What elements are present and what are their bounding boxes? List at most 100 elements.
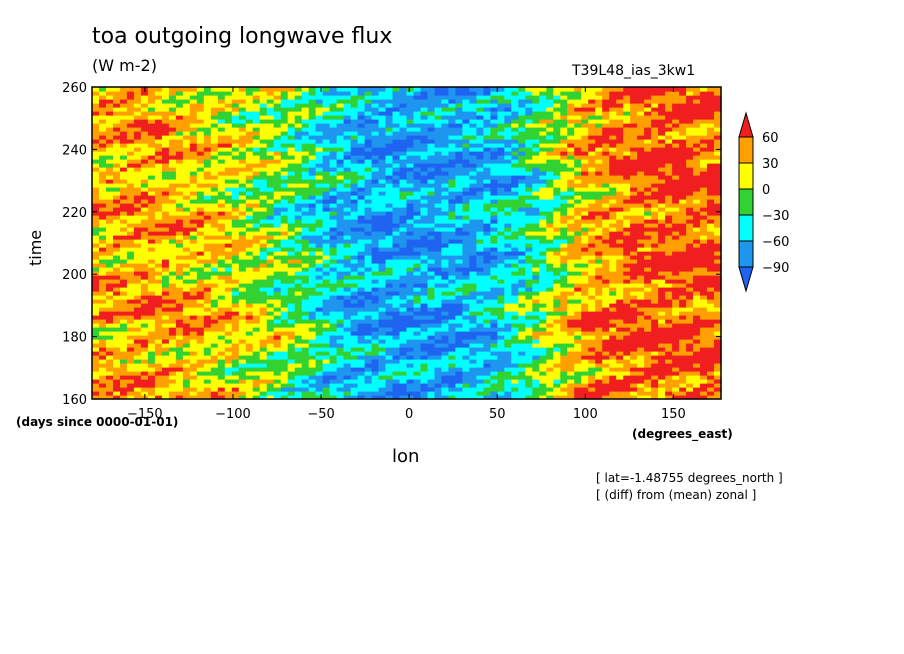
heatmap-cell [175,335,184,340]
heatmap-cell [532,331,540,336]
heatmap-cell [315,175,324,180]
heatmap-cell [189,283,198,288]
heatmap-cell [518,359,526,364]
heatmap-cell [224,227,233,232]
heatmap-cell [315,287,324,292]
heatmap-cell [399,203,408,208]
heatmap-cell [120,179,128,184]
heatmap-cell [588,219,596,224]
heatmap-cell [294,227,303,232]
heatmap-cell [287,303,296,308]
heatmap-cell [518,347,526,352]
heatmap-cell [154,379,163,384]
heatmap-cell [364,355,373,360]
heatmap-cell [693,347,701,352]
heatmap-cell [322,199,331,204]
heatmap-cell [350,355,359,360]
heatmap-cell [441,199,449,204]
heatmap-cell [175,295,184,300]
heatmap-cell [113,335,121,340]
heatmap-cell [420,187,429,192]
heatmap-cell [364,339,373,344]
heatmap-cell [196,247,205,252]
chart-title: toa outgoing longwave flux [92,24,393,49]
heatmap-cell [140,211,149,216]
heatmap-cell [343,275,352,280]
heatmap-cell [175,215,184,220]
heatmap-cell [406,387,415,392]
heatmap-cell [252,219,261,224]
heatmap-cell [420,351,429,356]
heatmap-cell [560,383,568,388]
heatmap-cell [168,287,177,292]
heatmap-cell [385,179,394,184]
heatmap-cell [644,363,652,368]
heatmap-cell [602,391,610,396]
heatmap-cell [217,247,226,252]
heatmap-cell [161,195,170,200]
heatmap-cell [609,359,617,364]
heatmap-cell [399,395,408,400]
heatmap-cell [259,235,268,240]
heatmap-cell [679,347,687,352]
heatmap-cell [644,227,652,232]
heatmap-cell [392,323,401,328]
heatmap-cell [700,383,708,388]
heatmap-cell [385,291,394,296]
heatmap-cell [343,295,352,300]
heatmap-cell [99,227,107,232]
heatmap-cell [441,355,449,360]
heatmap-cell [497,331,505,336]
heatmap-cell [616,199,624,204]
heatmap-cell [546,259,554,264]
heatmap-cell [532,339,540,344]
heatmap-cell [406,299,415,304]
heatmap-cell [287,211,296,216]
heatmap-cell [490,359,498,364]
heatmap-cell [336,307,345,312]
heatmap-cell [238,355,247,360]
heatmap-cell [161,319,170,324]
heatmap-cell [140,187,149,192]
heatmap-cell [602,199,610,204]
heatmap-cell [294,371,303,376]
heatmap-cell [238,363,247,368]
heatmap-cell [434,383,443,388]
heatmap-cell [616,203,624,208]
heatmap-cell [273,279,282,284]
heatmap-cell [441,223,449,228]
heatmap-cell [343,283,352,288]
heatmap-cell [427,255,436,260]
heatmap-cell [287,279,296,284]
heatmap-cell [441,287,449,292]
heatmap-cell [217,179,226,184]
heatmap-cell [693,339,701,344]
heatmap-cell [259,187,268,192]
heatmap-cell [322,363,331,368]
heatmap-cell [623,379,631,384]
heatmap-cell [378,203,387,208]
heatmap-cell [182,235,191,240]
heatmap-cell [343,375,352,380]
heatmap-cell [476,303,484,308]
heatmap-cell [413,179,422,184]
heatmap-cell [553,287,561,292]
heatmap-cell [266,339,275,344]
heatmap-cell [203,339,212,344]
heatmap-cell [92,387,100,392]
heatmap-cell [245,259,254,264]
heatmap-cell [231,195,240,200]
heatmap-cell [602,363,610,368]
heatmap-cell [441,227,449,232]
heatmap-cell [413,303,422,308]
heatmap-cell [182,175,191,180]
heatmap-cell [224,311,233,316]
heatmap-cell [532,255,540,260]
heatmap-cell [203,275,212,280]
heatmap-cell [336,335,345,340]
heatmap-cell [378,231,387,236]
heatmap-cell [672,211,680,216]
heatmap-cell [308,379,317,384]
heatmap-cell [203,271,212,276]
heatmap-cell [92,215,100,220]
